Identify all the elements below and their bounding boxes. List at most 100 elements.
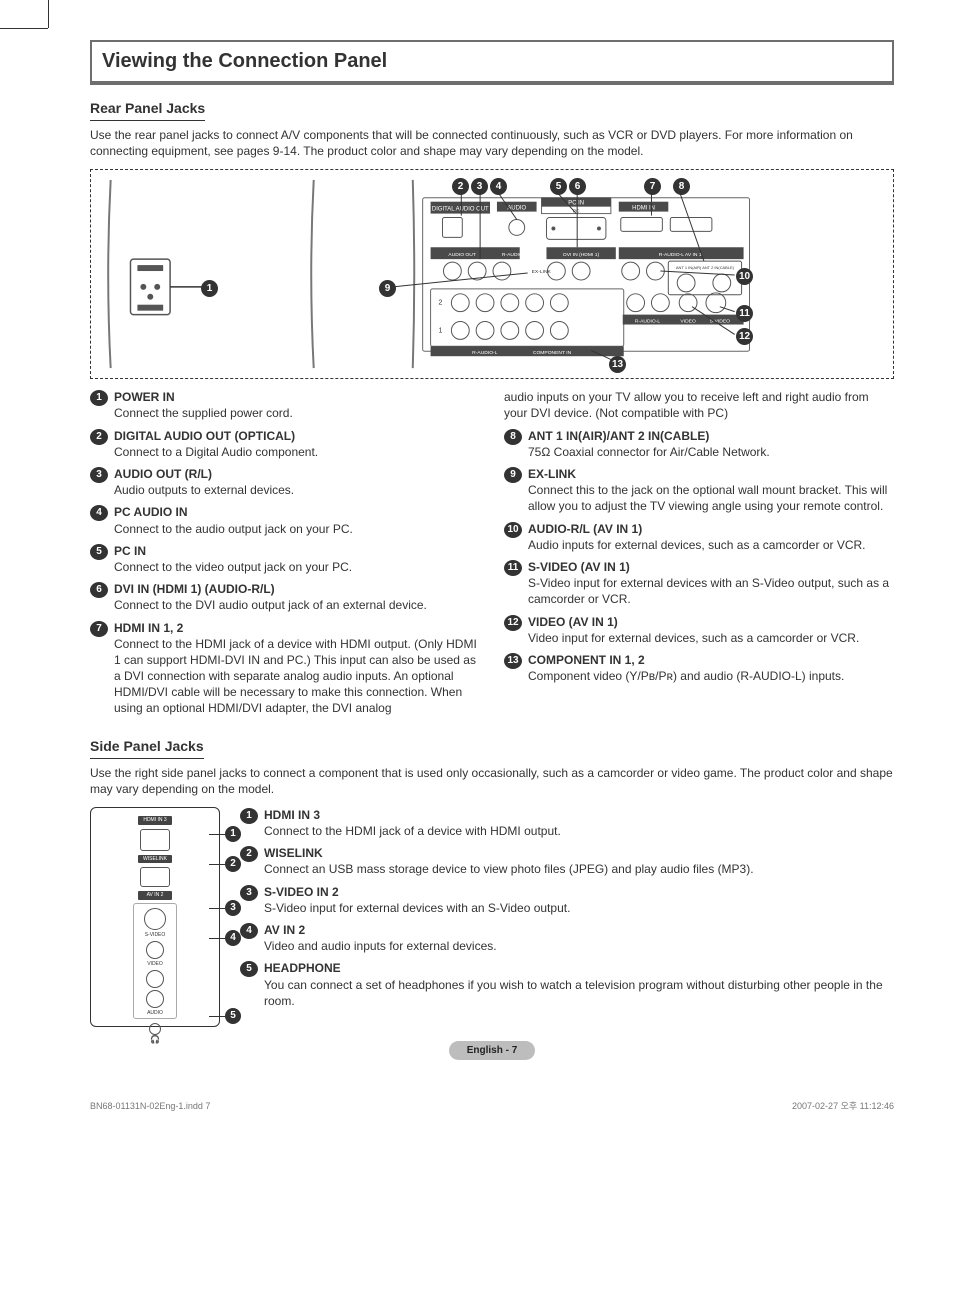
- item-title: S-VIDEO IN 2: [264, 884, 894, 900]
- item-desc: Connect to a Digital Audio component.: [114, 444, 480, 460]
- side-diagram: HDMI IN 3 WISELINK AV IN 2 S-VIDEO VIDEO…: [90, 807, 220, 1027]
- print-footer: BN68-01131N-02Eng-1.indd 7 2007-02-27 오후…: [90, 1100, 894, 1112]
- rear-item-3: 3 AUDIO OUT (R/L)Audio outputs to externa…: [90, 466, 480, 498]
- item-desc: Video and audio inputs for external devi…: [264, 938, 894, 954]
- item-title: AV IN 2: [264, 922, 894, 938]
- side-leader: [209, 864, 225, 865]
- rear-item-9: 9EX-LINKConnect this to the jack on the …: [504, 466, 894, 515]
- svg-text:R-AUDIO-L AV IN 1: R-AUDIO-L AV IN 1: [659, 252, 702, 258]
- item-number: 8: [504, 429, 522, 445]
- port-video: [146, 941, 164, 959]
- svg-text:AUDIO OUT: AUDIO OUT: [448, 252, 475, 258]
- item-title: HEADPHONE: [264, 960, 894, 976]
- rear-item-4: 4PC AUDIO INConnect to the audio output …: [90, 504, 480, 536]
- item-title: PC AUDIO IN: [114, 504, 480, 520]
- rear-item-2: 2DIGITAL AUDIO OUT (OPTICAL)Connect to a…: [90, 428, 480, 460]
- rear-item-8: 8 ANT 1 IN(AIR)/ANT 2 IN(CABLE)75Ω Coaxia…: [504, 428, 894, 460]
- port-audio-l: [146, 970, 164, 988]
- rear-col-left: 1 POWER INConnect the supplied power cord…: [90, 389, 480, 722]
- item-title: ANT 1 IN(AIR)/ANT 2 IN(CABLE): [528, 428, 894, 444]
- item-title: AUDIO OUT (R/L): [114, 466, 480, 482]
- port-hdmi3: [140, 829, 170, 851]
- item-title: WISELINK: [264, 845, 894, 861]
- page-number-badge: English - 7: [449, 1041, 536, 1061]
- rear-item-7: 7 HDMI IN 1, 2Connect to the HDMI jack of…: [90, 620, 480, 717]
- side-section: Side Panel Jacks Use the right side pane…: [90, 737, 894, 1027]
- item-number: 2: [90, 429, 108, 445]
- rear-item-1: 1 POWER INConnect the supplied power cord…: [90, 389, 480, 421]
- headphone-icon: 🎧: [125, 1035, 185, 1046]
- side-callout-2: 2: [225, 856, 241, 872]
- rear-item-6: 6DVI IN (HDMI 1) (AUDIO-R/L)Connect to t…: [90, 581, 480, 613]
- side-item-5: 5 HEADPHONEYou can connect a set of headp…: [240, 960, 894, 1009]
- item-number: 6: [90, 582, 108, 598]
- rear-col-right: audio inputs on your TV allow you to rec…: [504, 389, 894, 722]
- port-svideo: [144, 908, 166, 930]
- item-desc: Connect to the HDMI jack of a device wit…: [114, 636, 480, 717]
- item-desc: Connect the supplied power cord.: [114, 405, 480, 421]
- side-leader: [209, 908, 225, 909]
- item-number: 4: [240, 923, 258, 939]
- item-number: 12: [504, 615, 522, 631]
- side-leader: [209, 834, 225, 835]
- item-title: POWER IN: [114, 389, 480, 405]
- item-number: 7: [90, 621, 108, 637]
- item-number: 10: [504, 522, 522, 538]
- side-callout-3: 3: [225, 900, 241, 916]
- rear-section: Rear Panel Jacks Use the rear panel jack…: [90, 99, 894, 723]
- rear-item-12: 12VIDEO (AV IN 1)Video input for externa…: [504, 614, 894, 646]
- side-item-3: 3 S-VIDEO IN 2S-Video input for external …: [240, 884, 894, 916]
- item-number: 1: [90, 390, 108, 406]
- item-number: 1: [240, 808, 258, 824]
- item-title: COMPONENT IN 1, 2: [528, 652, 894, 668]
- svg-text:ANT 1 IN(AIR) ANT 2 IN(CABLE): ANT 1 IN(AIR) ANT 2 IN(CABLE): [676, 265, 735, 270]
- lbl-wiselink: WISELINK: [138, 855, 172, 864]
- item-desc: 75Ω Coaxial connector for Air/Cable Netw…: [528, 444, 894, 460]
- item-desc: Connect to the DVI audio output jack of …: [114, 597, 480, 613]
- rear-item-5: 5PC INConnect to the video output jack o…: [90, 543, 480, 575]
- rear-diagram-svg: DIGITAL AUDIO OUT AUDIO PC IN PC HDMI IN…: [91, 170, 893, 378]
- item-number: 3: [240, 885, 258, 901]
- svg-text:R-AUDIO-L: R-AUDIO-L: [635, 319, 660, 325]
- item-desc: You can connect a set of headphones if y…: [264, 977, 894, 1009]
- item-desc: Connect to the video output jack on your…: [114, 559, 480, 575]
- rear-intro: Use the rear panel jacks to connect A/V …: [90, 127, 894, 159]
- svg-text:R-AUDIO-L: R-AUDIO-L: [472, 350, 497, 356]
- item-title: HDMI IN 3: [264, 807, 894, 823]
- item-number: 3: [90, 467, 108, 483]
- print-footer-left: BN68-01131N-02Eng-1.indd 7: [90, 1100, 210, 1112]
- svg-text:S-VIDEO: S-VIDEO: [710, 319, 730, 325]
- side-avin2-group: S-VIDEO VIDEO AUDIO: [133, 903, 177, 1019]
- item-desc: Audio inputs for external devices, such …: [528, 537, 894, 553]
- svg-text:VIDEO: VIDEO: [680, 319, 696, 325]
- side-item-1: 1HDMI IN 3Connect to the HDMI jack of a …: [240, 807, 894, 839]
- item-number: 9: [504, 467, 522, 483]
- svg-text:R-AUDIO-L: R-AUDIO-L: [502, 252, 527, 258]
- rear-items-columns: 1 POWER INConnect the supplied power cord…: [90, 389, 894, 722]
- svg-text:PC IN: PC IN: [568, 201, 584, 207]
- crop-mark-vertical: [48, 0, 49, 28]
- item-desc: Audio outputs to external devices.: [114, 482, 480, 498]
- side-items: 1HDMI IN 3Connect to the HDMI jack of a …: [240, 807, 894, 1015]
- port-headphone: [149, 1023, 161, 1035]
- side-heading: Side Panel Jacks: [90, 737, 204, 759]
- svg-text:1: 1: [439, 328, 443, 335]
- item-desc: Component video (Y/Pʙ/Pʀ) and audio (R-A…: [528, 668, 894, 684]
- item-number: 13: [504, 653, 522, 669]
- rear-heading: Rear Panel Jacks: [90, 99, 205, 121]
- item-number: 5: [90, 544, 108, 560]
- item-number: 2: [240, 846, 258, 862]
- item-desc: S-Video input for external devices with …: [264, 900, 894, 916]
- port-audio-r: [146, 990, 164, 1008]
- item-title: HDMI IN 1, 2: [114, 620, 480, 636]
- item-desc: Connect an USB mass storage device to vi…: [264, 861, 894, 877]
- side-callout-1: 1: [225, 826, 241, 842]
- rear-item-10: 10AUDIO-R/L (AV IN 1)Audio inputs for ex…: [504, 521, 894, 553]
- item-number: 5: [240, 961, 258, 977]
- item-desc: Connect this to the jack on the optional…: [528, 482, 894, 514]
- side-callout-5: 5: [225, 1008, 241, 1024]
- item-title: S-VIDEO (AV IN 1): [528, 559, 894, 575]
- print-footer-right: 2007-02-27 오후 11:12:46: [792, 1100, 894, 1112]
- side-item-4: 4 AV IN 2Video and audio inputs for exter…: [240, 922, 894, 954]
- side-leader: [209, 1016, 225, 1017]
